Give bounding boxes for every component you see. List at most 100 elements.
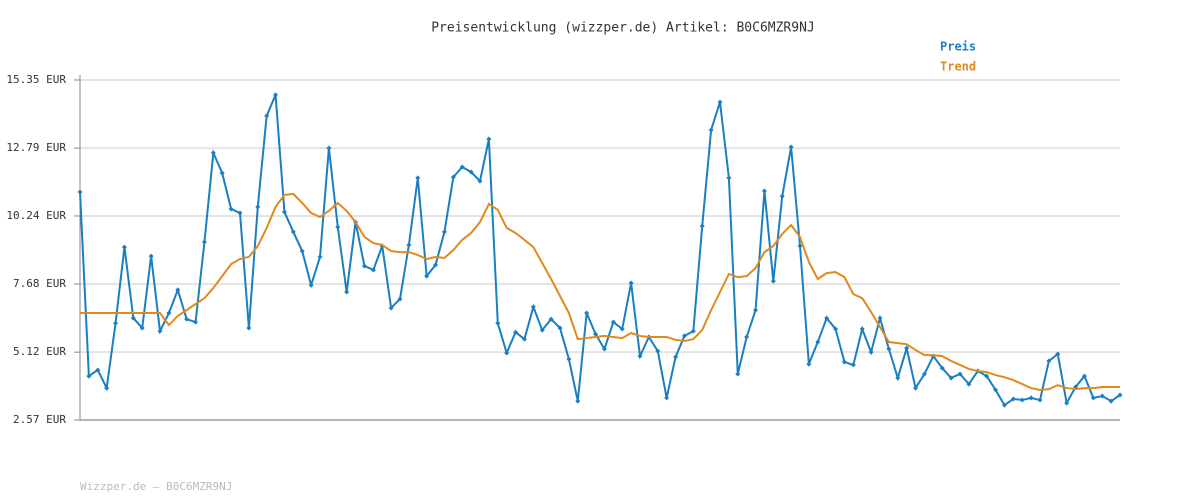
point-marker — [237, 210, 243, 216]
point-marker — [593, 331, 599, 337]
y-tick-label: 2.57 EUR — [13, 413, 66, 426]
point-marker — [948, 375, 954, 381]
point-marker — [175, 287, 181, 293]
point-marker — [521, 336, 527, 342]
point-marker — [921, 371, 927, 377]
point-marker — [1117, 392, 1123, 398]
point-marker — [957, 371, 963, 377]
point-marker — [450, 174, 456, 180]
point-marker — [139, 325, 145, 331]
point-marker — [904, 345, 910, 351]
point-marker — [121, 244, 127, 250]
point-marker — [1010, 396, 1016, 402]
point-marker — [788, 144, 794, 150]
point-marker — [424, 273, 430, 279]
point-marker — [415, 175, 421, 181]
point-marker — [539, 327, 545, 333]
point-marker — [868, 349, 874, 355]
point-marker — [1064, 400, 1070, 406]
point-marker — [273, 92, 279, 98]
point-marker — [397, 296, 403, 302]
point-marker — [246, 325, 252, 331]
point-marker — [1019, 397, 1025, 403]
point-marker — [566, 356, 572, 362]
series-line — [79, 94, 1121, 407]
point-marker — [148, 253, 154, 259]
point-marker — [317, 254, 323, 260]
point-marker — [495, 320, 501, 326]
point-marker — [1046, 358, 1052, 364]
point-marker — [850, 362, 856, 368]
legend-entry: Preis — [940, 40, 976, 54]
point-marker — [877, 315, 883, 321]
point-marker — [1001, 402, 1007, 408]
point-marker — [388, 305, 394, 311]
point-marker — [610, 319, 616, 325]
point-marker — [95, 367, 101, 373]
footer: Wizzper.de – B0C6MZR9NJ — [80, 480, 232, 493]
point-marker — [637, 353, 643, 359]
point-marker — [575, 398, 581, 404]
point-marker — [859, 326, 865, 332]
point-marker — [77, 189, 83, 195]
point-marker — [601, 346, 607, 352]
point-marker — [708, 127, 714, 133]
point-marker — [699, 223, 705, 229]
point-marker — [459, 164, 465, 170]
point-marker — [913, 385, 919, 391]
point-marker — [993, 387, 999, 393]
point-marker — [477, 178, 483, 184]
point-marker — [157, 328, 163, 334]
point-marker — [797, 243, 803, 249]
point-marker — [299, 248, 305, 254]
point-marker — [335, 224, 341, 230]
point-marker — [1037, 397, 1043, 403]
point-marker — [1108, 398, 1114, 404]
point-marker — [770, 278, 776, 284]
point-marker — [1099, 393, 1105, 399]
point-marker — [584, 310, 590, 316]
point-marker — [370, 267, 376, 273]
point-marker — [486, 136, 492, 142]
point-marker — [717, 99, 723, 105]
point-marker — [344, 289, 350, 295]
point-marker — [841, 359, 847, 365]
point-marker — [86, 373, 92, 379]
point-marker — [557, 325, 563, 331]
point-marker — [441, 229, 447, 235]
point-marker — [1055, 351, 1061, 357]
point-marker — [966, 381, 972, 387]
point-marker — [1028, 395, 1034, 401]
point-marker — [628, 280, 634, 286]
point-marker — [130, 315, 136, 321]
y-tick-label: 5.12 EUR — [13, 345, 66, 358]
point-marker — [753, 307, 759, 313]
point-marker — [1090, 395, 1096, 401]
point-marker — [504, 350, 510, 356]
point-marker — [210, 150, 216, 156]
series-line — [80, 192, 1120, 391]
chart-title: Preisentwicklung (wizzper.de) Artikel: B… — [431, 21, 815, 36]
point-marker — [886, 346, 892, 352]
point-marker — [673, 354, 679, 360]
point-marker — [681, 333, 687, 339]
point-marker — [104, 385, 110, 391]
point-marker — [228, 206, 234, 212]
point-marker — [219, 170, 225, 176]
point-marker — [939, 365, 945, 371]
point-marker — [779, 193, 785, 199]
point-marker — [655, 348, 661, 354]
point-marker — [735, 371, 741, 377]
point-marker — [984, 373, 990, 379]
point-marker — [326, 145, 332, 151]
point-marker — [308, 282, 314, 288]
legend-entry: Trend — [940, 60, 976, 74]
point-marker — [433, 262, 439, 268]
point-marker — [690, 328, 696, 334]
point-marker — [824, 315, 830, 321]
point-marker — [201, 239, 207, 245]
point-marker — [113, 320, 119, 326]
point-marker — [361, 263, 367, 269]
point-marker — [513, 329, 519, 335]
